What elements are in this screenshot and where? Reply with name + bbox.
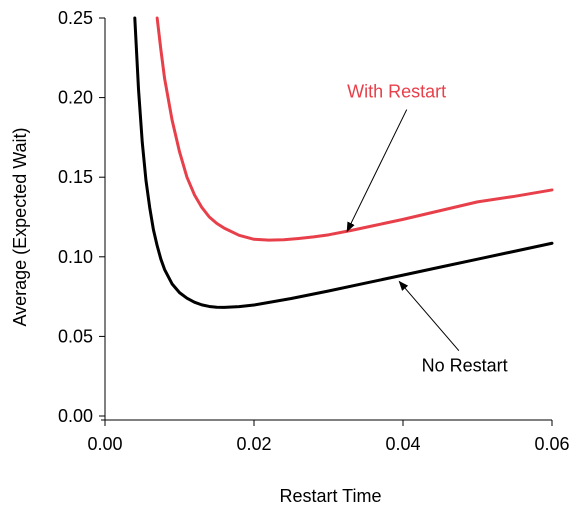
y-tick-label: 0.00 (58, 406, 93, 426)
series-group (133, 16, 554, 309)
y-tick-label: 0.15 (58, 167, 93, 187)
x-tick-label: 0.00 (87, 434, 122, 454)
annotation-label-1: With Restart (347, 82, 446, 102)
x-tick-label: 0.06 (534, 434, 569, 454)
y-tick-label: 0.10 (58, 247, 93, 267)
x-tick-label: 0.04 (385, 434, 420, 454)
y-axis-title: Average (Expected Wait) (10, 127, 30, 326)
annotations: With Restart No Restart (346, 82, 508, 375)
series-line-2 (133, 16, 554, 309)
axes: 0.00 0.05 0.10 0.15 0.20 0.25 0.00 0.02 0.04 0.06 (58, 8, 570, 454)
x-axis-title: Restart Time (279, 486, 381, 506)
y-tick-label: 0.25 (58, 8, 93, 28)
y-tick-label: 0.20 (58, 88, 93, 108)
series-line-1 (155, 16, 554, 242)
annotation-label-2: No Restart (422, 355, 508, 375)
annotation-arrow-1 (346, 109, 408, 233)
y-tick-label: 0.05 (58, 326, 93, 346)
annotation-arrow-2 (398, 280, 460, 352)
x-tick-label: 0.02 (236, 434, 271, 454)
